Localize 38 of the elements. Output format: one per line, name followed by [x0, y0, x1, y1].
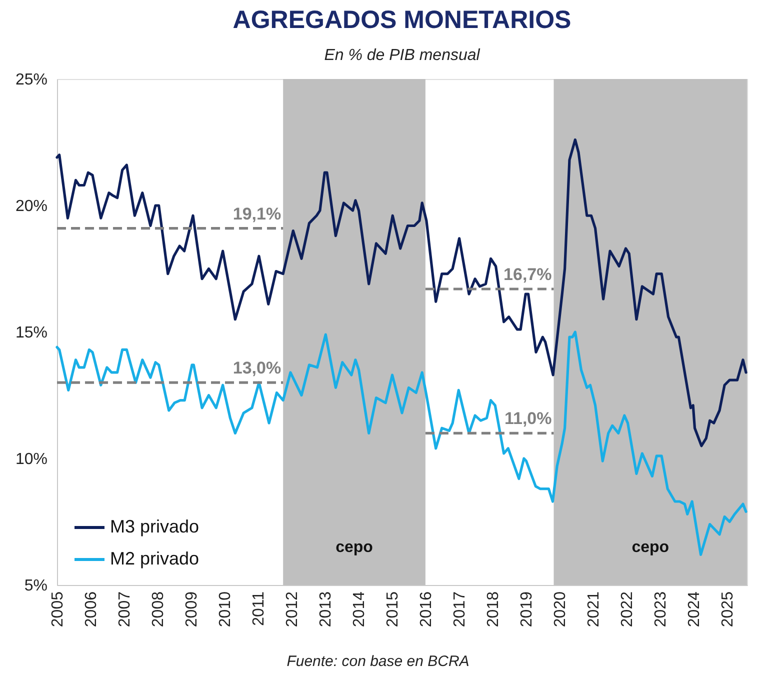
x-tick-label: 2016: [418, 591, 435, 628]
x-tick-label: 2007: [116, 591, 134, 628]
x-tick-label: 2005: [50, 591, 66, 628]
y-tick-label: 15%: [15, 324, 48, 342]
band-label: cepo: [632, 539, 670, 556]
x-tick-label: 2006: [82, 591, 100, 628]
line-series: [56, 138, 748, 448]
x-tick-label: 2017: [451, 591, 468, 628]
data-label: 13,0%: [232, 358, 282, 378]
y-tick-label: 5%: [24, 578, 48, 594]
data-label: 16,7%: [504, 264, 552, 284]
x-tick-label: 2012: [284, 591, 301, 628]
chart-subtitle: En % de PIB mensual: [324, 47, 480, 64]
x-tick-label: 2020: [552, 591, 569, 628]
data-label: 19,1%: [232, 204, 282, 224]
legend-label: M3 privado: [110, 516, 200, 536]
x-tick-label: 2009: [183, 591, 200, 628]
x-tick-label: 2014: [350, 591, 368, 628]
legend-label: M2 privado: [110, 548, 200, 568]
x-tick-label: 2021: [585, 591, 602, 628]
band-label: cepo: [336, 539, 374, 556]
data-label: 11,0%: [504, 409, 552, 428]
x-tick-label: 2013: [317, 591, 334, 628]
x-tick-label: 2023: [652, 591, 670, 628]
y-tick-label: 20%: [15, 198, 48, 215]
x-tick-label: 2022: [618, 591, 636, 628]
x-tick-label: 2019: [518, 591, 536, 628]
x-tick-label: 2018: [484, 591, 502, 628]
source-note: Fuente: con base en BCRA: [286, 653, 470, 670]
x-tick-label: 2011: [250, 591, 268, 626]
x-tick-label: 2015: [384, 591, 402, 628]
x-tick-label: 2024: [686, 591, 703, 628]
x-tick-label: 2010: [216, 591, 234, 628]
x-tick-label: 2025: [719, 591, 736, 628]
chart-title: AGREGADOS MONETARIOS: [232, 6, 572, 34]
y-tick-label: 25%: [15, 72, 48, 88]
x-tick-label: 2008: [150, 591, 167, 628]
y-tick-label: 10%: [15, 451, 48, 468]
